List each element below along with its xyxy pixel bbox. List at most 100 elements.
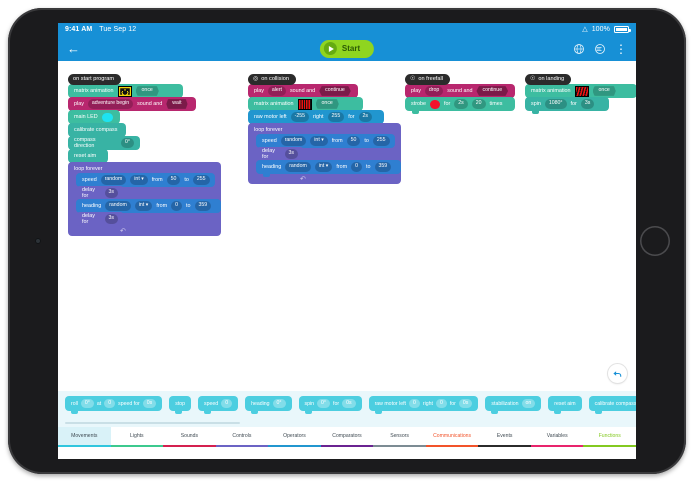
from-value[interactable]: 0 [171,201,182,211]
mode-dropdown[interactable]: once [135,86,159,96]
tab-variables[interactable]: Variables [530,427,584,447]
robot-connect-icon[interactable] [594,43,606,55]
mode-dropdown[interactable]: once [592,86,616,96]
mode-dropdown[interactable]: continue [319,86,351,96]
block-play-sound[interactable]: play adventure begin sound and wait [68,97,196,114]
block-play-sound[interactable]: play drop sound and continue [405,84,515,101]
angle-value[interactable]: 0° [121,138,134,148]
block-delay[interactable]: delay for 3s [76,212,124,229]
block-matrix-animation[interactable]: matrix animation once [525,84,636,101]
palette-block-raw-motor[interactable]: raw motor left 0 right 0 for 0s [368,396,479,414]
tab-sounds[interactable]: Sounds [163,427,216,447]
palette-scrollbar[interactable] [65,422,240,424]
matrix-preview-icon[interactable] [117,85,132,97]
block-raw-motor[interactable]: raw motor left -255 right 255 for 2s [248,110,384,127]
from-value[interactable]: 50 [166,175,181,185]
palette-block-heading[interactable]: heading 0° [245,396,292,414]
palette-value[interactable]: 0° [317,398,331,409]
stack-on-landing[interactable]: ☉ on landing matrix animation once spin … [525,67,636,114]
hat-on-start-program[interactable]: on start program [68,73,122,85]
random-kind-dropdown[interactable]: int ▾ [314,162,333,172]
stack-on-collision[interactable]: ◎ on collision play alert sound and cont… [248,67,401,184]
tab-controls[interactable]: Controls [215,427,269,447]
palette-value[interactable]: on [521,398,536,409]
block-play-sound[interactable]: play alert sound and continue [248,84,358,101]
palette-block-stabilization[interactable]: stabilization on [485,396,542,414]
back-arrow-icon[interactable]: ← [67,41,80,56]
palette-value[interactable]: 0 [221,398,233,409]
color-swatch-icon[interactable] [429,99,440,109]
random-fn-label[interactable]: random [285,162,311,172]
block-delay[interactable]: delay for 3s [256,147,304,164]
palette-value[interactable]: 0° [272,398,286,409]
block-compass-direction[interactable]: compass direction 0° [68,136,140,153]
stack-on-start-program[interactable]: on start program matrix animation once p… [68,67,221,236]
random-fn-label[interactable]: random [105,201,131,211]
kebab-menu-icon[interactable]: ⋮ [615,41,627,56]
palette-block-speed[interactable]: speed 0 [198,396,239,414]
tab-comparators[interactable]: Comparators [320,427,374,447]
random-fn-label[interactable]: random [280,136,307,146]
palette-value[interactable]: 0 [104,398,116,409]
random-kind-dropdown[interactable]: int ▾ [130,175,148,185]
matrix-preview-icon[interactable] [574,85,589,97]
to-value[interactable]: 255 [192,175,210,185]
home-button[interactable] [640,226,670,256]
sound-dropdown[interactable]: adventure begin [87,99,134,109]
duration-value[interactable]: 2s [358,112,372,122]
tab-sensors[interactable]: Sensors [373,427,426,447]
block-palette[interactable]: roll 0° at 0 speed for 0s stop speed 0 h… [58,391,636,427]
block-main-led[interactable]: main LED [68,110,120,127]
mode-dropdown[interactable]: wait [166,99,188,109]
undo-button[interactable] [608,364,627,383]
block-matrix-animation[interactable]: matrix animation once [248,97,363,114]
tab-movements[interactable]: Movements [58,427,111,447]
palette-value[interactable]: 0s [342,398,356,409]
palette-block-reset-aim[interactable]: reset aim [548,396,582,414]
to-value[interactable]: 359 [374,162,392,172]
from-value[interactable]: 0 [351,162,362,172]
block-speed-random[interactable]: speed random int ▾ from 50 to 255 [76,173,215,190]
palette-value[interactable]: 0s [142,398,157,409]
random-kind-dropdown[interactable]: int ▾ [310,136,328,146]
random-fn-label[interactable]: random [100,175,127,185]
random-kind-dropdown[interactable]: int ▾ [134,201,153,211]
block-strobe[interactable]: strobe for 2s 20 times [405,97,515,114]
tab-functions[interactable]: Functions [583,427,636,447]
block-reset-aim[interactable]: reset aim [68,149,108,166]
palette-block-calibrate-compass[interactable]: calibrate compass [588,396,636,414]
block-speed-random[interactable]: speed random int ▾ from 50 to 255 [256,134,395,151]
right-value[interactable]: 255 [327,112,345,122]
duration-value[interactable]: 3s [580,99,595,109]
matrix-preview-icon[interactable] [297,98,312,110]
delay-value[interactable]: 3s [104,188,118,198]
delay-value[interactable]: 3s [104,214,118,224]
tab-lights[interactable]: Lights [110,427,164,447]
hat-on-freefall[interactable]: ☉ on freefall [405,73,450,85]
block-delay[interactable]: delay for 3s [76,186,124,203]
left-value[interactable]: -255 [290,112,310,122]
stack-on-freefall[interactable]: ☉ on freefall play drop sound and contin… [405,67,515,114]
mode-dropdown[interactable]: once [315,99,339,109]
hat-on-landing[interactable]: ☉ on landing [525,73,572,85]
tab-events[interactable]: Events [478,427,531,447]
sound-dropdown[interactable]: drop [424,86,444,96]
tab-communications[interactable]: Communications [425,427,479,447]
palette-value[interactable]: 0° [80,398,94,409]
duration-value[interactable]: 2s [454,99,468,109]
start-button[interactable]: Start [319,39,375,58]
palette-block-roll[interactable]: roll 0° at 0 speed for 0s [65,396,163,414]
block-spin[interactable]: spin 1080° for 3s [525,97,609,114]
globe-icon[interactable] [573,43,585,55]
block-loop-forever[interactable]: loop forever speed random int ▾ from 50 … [248,123,401,184]
block-calibrate-compass[interactable]: calibrate compass [68,123,126,140]
hat-on-collision[interactable]: ◎ on collision [248,73,296,85]
block-loop-forever[interactable]: loop forever speed random int ▾ from 50 … [68,162,221,236]
program-canvas[interactable]: on start program matrix animation once p… [58,61,636,391]
angle-value[interactable]: 1080° [544,99,567,109]
sound-dropdown[interactable]: alert [267,86,286,96]
palette-block-spin[interactable]: spin 0° for 0s [298,396,362,414]
from-value[interactable]: 50 [346,136,361,146]
delay-value[interactable]: 3s [284,149,298,159]
to-value[interactable]: 255 [372,136,390,146]
